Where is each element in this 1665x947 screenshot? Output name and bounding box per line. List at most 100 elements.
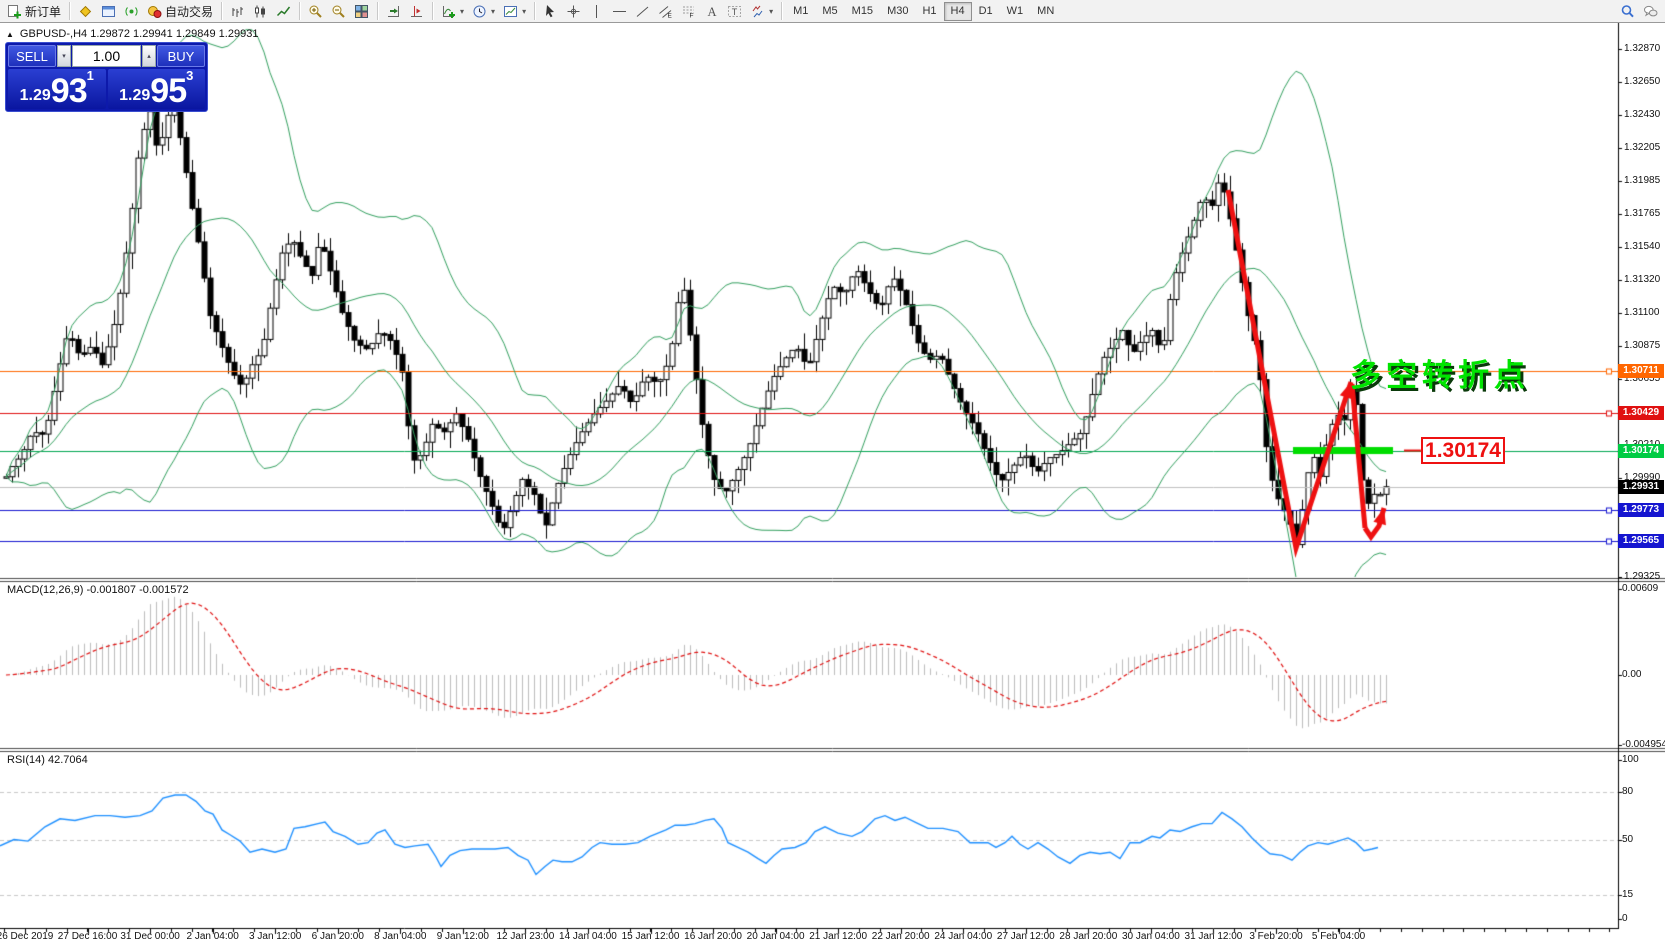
rsi-axis-label: 50: [1622, 833, 1634, 845]
new-order-button[interactable]: 新订单: [3, 1, 65, 21]
time-axis-label: 2 Jan 04:00: [186, 931, 239, 942]
svg-text:T: T: [732, 7, 738, 17]
dropdown-arrow-icon[interactable]: ▾: [491, 6, 496, 16]
periods-button[interactable]: ▾: [468, 1, 499, 21]
window-icon: [101, 4, 116, 19]
tile-windows-button[interactable]: [350, 1, 373, 21]
indicators-button[interactable]: ▾: [437, 1, 468, 21]
window-button[interactable]: [97, 1, 120, 21]
dropdown-arrow-icon[interactable]: ▾: [522, 6, 527, 16]
search-button[interactable]: [1616, 1, 1639, 21]
autoscroll-button[interactable]: [382, 1, 405, 21]
channel-button[interactable]: E: [654, 1, 677, 21]
templates-button[interactable]: ▾: [499, 1, 530, 21]
dropdown-arrow-icon[interactable]: ▾: [460, 6, 465, 16]
timeframe-h1-button[interactable]: H1: [922, 5, 937, 17]
timeframe-m15-button[interactable]: M15: [851, 5, 874, 17]
price-line-label: 1.30174: [1618, 443, 1664, 458]
hline-button[interactable]: [608, 1, 631, 21]
macd-axis-label: 0.00: [1622, 669, 1642, 680]
rsi-axis-label: 0: [1622, 913, 1628, 924]
toolbar-separator: [781, 2, 783, 20]
turning-point-annotation[interactable]: 多空转折点: [1350, 358, 1530, 393]
timeframe-h4-button[interactable]: H4: [943, 1, 972, 21]
trendline-icon: [635, 4, 650, 19]
timeframe-m1-button[interactable]: M1: [793, 5, 809, 17]
buy-price-sup: 3: [186, 68, 194, 83]
timeframe-m5-button[interactable]: M5: [822, 5, 838, 17]
text-icon: A: [704, 4, 719, 19]
tag-button[interactable]: [74, 1, 97, 21]
price-axis-tick-label: 1.29325: [1624, 570, 1661, 582]
collapse-arrow-icon[interactable]: ▲: [6, 29, 14, 39]
tag-icon: [78, 4, 93, 19]
zoom-out-button[interactable]: [327, 1, 350, 21]
price-axis-tick-label: 1.32205: [1624, 142, 1661, 154]
dropdown-arrow-icon[interactable]: ▾: [769, 6, 774, 16]
tile-windows-icon: [354, 4, 369, 19]
svg-text:E: E: [668, 12, 673, 19]
time-axis-label: 22 Jan 20:00: [871, 931, 930, 942]
bar-chart-icon: [230, 4, 245, 19]
text-label-icon: T: [727, 4, 742, 19]
zoom-in-button[interactable]: [304, 1, 327, 21]
timeframe-mn-button[interactable]: MN: [1037, 5, 1055, 17]
lot-increase-button[interactable]: ▴: [142, 45, 156, 67]
time-axis-label: 27 Jan 12:00: [996, 931, 1055, 942]
buy-price-big: 95: [150, 72, 187, 110]
sell-quote-button[interactable]: 1.29 93 1: [8, 69, 106, 109]
trendline-button[interactable]: [631, 1, 654, 21]
time-axis-label: 31 Dec 00:00: [120, 931, 180, 942]
chart-ohlc-header: ▲ GBPUSD-,H4 1.29872 1.29941 1.29849 1.2…: [6, 28, 258, 40]
timeframe-d1-button[interactable]: D1: [978, 5, 993, 17]
vline-icon: [589, 4, 604, 19]
indicators-icon: [441, 4, 456, 19]
new-order-label: 新订单: [25, 4, 62, 19]
buy-quote-button[interactable]: 1.29 95 3: [107, 68, 205, 110]
lot-size-input[interactable]: [72, 45, 141, 67]
time-axis-label: 3 Feb 20:00: [1249, 931, 1303, 942]
time-axis-label: 20 Jan 04:00: [746, 931, 805, 942]
new-order-icon: [7, 4, 22, 19]
chat-button[interactable]: [1639, 1, 1662, 21]
price-axis-tick-label: 1.32430: [1624, 108, 1661, 120]
sell-button[interactable]: SELL: [8, 45, 56, 67]
signal-button[interactable]: [120, 1, 143, 21]
autotrade-button[interactable]: 自动交易: [143, 1, 217, 21]
candlestick-button[interactable]: [249, 1, 272, 21]
timeframe-w1-button[interactable]: W1: [1006, 5, 1024, 17]
buy-price-small: 1.29: [119, 87, 151, 104]
price-label-annotation[interactable]: 1.30174: [1421, 437, 1505, 464]
timeframe-m30-button[interactable]: M30: [887, 5, 909, 17]
text-label-button[interactable]: T: [723, 1, 746, 21]
chat-icon: [1643, 4, 1658, 19]
arrows-button[interactable]: ▾: [746, 1, 777, 21]
time-axis-label: 31 Jan 12:00: [1184, 931, 1243, 942]
toolbar-separator: [534, 2, 536, 20]
price-axis-tick-label: 1.29990: [1624, 471, 1661, 483]
search-icon: [1620, 4, 1635, 19]
buy-button[interactable]: BUY: [157, 45, 205, 67]
bar-chart-button[interactable]: [226, 1, 249, 21]
sell-price-sup: 1: [86, 68, 94, 83]
crosshair-icon: [566, 4, 581, 19]
price-axis-tick-label: 1.30655: [1624, 372, 1661, 384]
price-axis-tick-label: 1.30875: [1624, 340, 1661, 352]
time-axis-label: 15 Jan 12:00: [621, 931, 680, 942]
vline-button[interactable]: [585, 1, 608, 21]
fibonacci-icon: F: [681, 4, 696, 19]
lot-decrease-button[interactable]: ▾: [57, 45, 71, 67]
crosshair-button[interactable]: [562, 1, 585, 21]
line-chart-button[interactable]: [272, 1, 295, 21]
fibonacci-button[interactable]: F: [677, 1, 700, 21]
price-line-label: 1.30429: [1618, 405, 1664, 420]
time-axis-label: 6 Jan 20:00: [311, 931, 364, 942]
toolbar-separator: [221, 2, 223, 20]
text-button[interactable]: A: [700, 1, 723, 21]
chart-shift-icon: [409, 4, 424, 19]
price-axis-tick-label: 1.32870: [1624, 43, 1661, 54]
cursor-button[interactable]: [539, 1, 562, 21]
chart-shift-button[interactable]: [405, 1, 428, 21]
autotrade-label: 自动交易: [165, 4, 214, 19]
